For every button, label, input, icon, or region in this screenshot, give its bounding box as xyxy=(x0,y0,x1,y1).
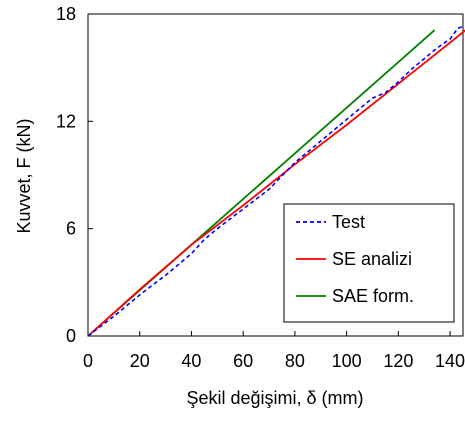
x-tick-label: 80 xyxy=(285,351,305,371)
y-tick-label: 0 xyxy=(66,326,76,346)
legend-label: Test xyxy=(332,212,365,232)
x-tick-label: 140 xyxy=(435,351,465,371)
y-axis-label: Kuvvet, F (kN) xyxy=(14,118,34,233)
y-tick-label: 6 xyxy=(66,219,76,239)
legend-box xyxy=(283,203,455,323)
legend-label: SAE form. xyxy=(332,286,414,306)
x-tick-label: 0 xyxy=(83,351,93,371)
x-tick-label: 20 xyxy=(130,351,150,371)
y-axis-ticks: 0 6 12 18 xyxy=(56,4,93,346)
x-tick-label: 40 xyxy=(181,351,201,371)
x-tick-label: 120 xyxy=(383,351,413,371)
plot-area xyxy=(87,13,464,337)
series-line-se-analizi xyxy=(87,29,465,337)
x-axis-ticks: 0 20 40 60 80 100 120 140 xyxy=(83,331,465,371)
x-axis-label: Şekil değişimi, δ (mm) xyxy=(186,388,363,408)
x-tick-label: 60 xyxy=(233,351,253,371)
legend: Test SE analizi SAE form. xyxy=(283,203,455,323)
series-line-test xyxy=(87,25,464,337)
y-tick-label: 12 xyxy=(56,111,76,131)
x-tick-label: 100 xyxy=(332,351,362,371)
y-tick-label: 18 xyxy=(56,4,76,24)
series-layer xyxy=(87,25,465,337)
legend-label: SE analizi xyxy=(332,249,412,269)
plot-frame xyxy=(87,13,464,337)
